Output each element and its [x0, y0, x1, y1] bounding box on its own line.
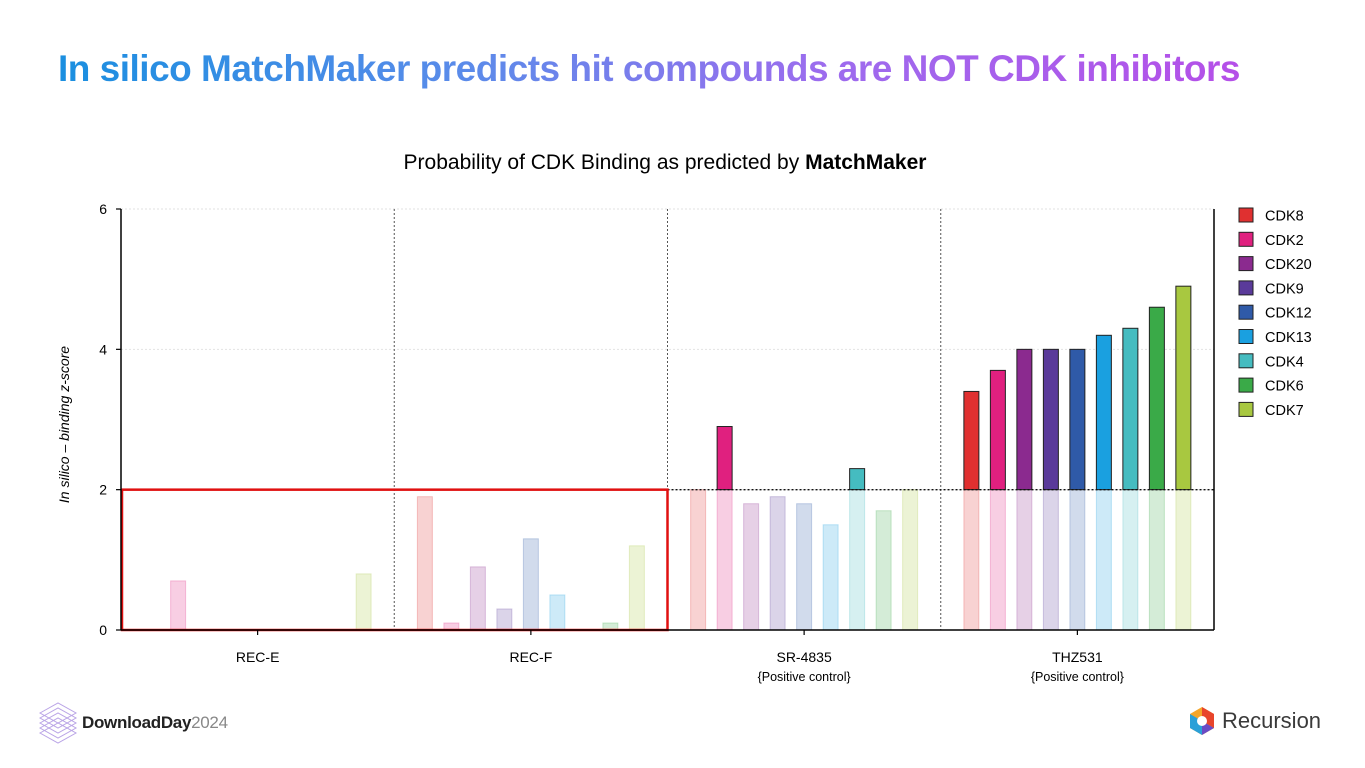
- bar-cdk7-below-threshold: [1175, 489, 1192, 631]
- bar-cdk8-below-threshold: [690, 489, 707, 631]
- bar-cdk13-below-threshold: [822, 524, 839, 631]
- x-tick-label: THZ531: [1052, 649, 1103, 665]
- chart-title-plain: Probability of CDK Binding as predicted …: [403, 151, 806, 174]
- legend-swatch-cdk8: [1238, 207, 1254, 223]
- y-tick-label: 0: [99, 622, 107, 638]
- legend-label-cdk9: CDK9: [1265, 281, 1304, 297]
- legend-label-cdk4: CDK4: [1265, 354, 1304, 370]
- bar-cdk2-below-threshold: [170, 580, 187, 631]
- bar-cdk4-below-threshold: [849, 489, 866, 631]
- x-tick-sublabel: {Positive control}: [1031, 670, 1124, 684]
- brand-year: 2024: [191, 713, 228, 732]
- legend-label-cdk12: CDK12: [1265, 306, 1312, 322]
- bar-cdk12-below-threshold: [1069, 489, 1086, 631]
- bar-cdk2-above-threshold: [989, 369, 1006, 491]
- chart-title-bold: MatchMaker: [805, 151, 927, 174]
- bar-cdk6-below-threshold: [875, 510, 892, 631]
- bar-cdk7-below-threshold: [902, 489, 919, 631]
- bar-cdk4-above-threshold: [849, 468, 866, 491]
- bar-cdk2-below-threshold: [716, 489, 733, 631]
- bar-cdk8-below-threshold: [416, 496, 433, 631]
- bar-cdk20-above-threshold: [1016, 348, 1033, 491]
- y-axis-label: In silico – binding z-score: [56, 346, 72, 503]
- legend-label-cdk7: CDK7: [1265, 403, 1304, 419]
- bar-cdk2-above-threshold: [716, 426, 733, 491]
- bar-cdk20-below-threshold: [743, 503, 760, 631]
- bar-chart: 0 2 4 6 In silico – binding z-score REC-E REC-…: [56, 201, 1312, 684]
- bar-cdk4-below-threshold: [1122, 489, 1139, 631]
- bar-cdk6-below-threshold: [1148, 489, 1165, 631]
- recursion-hexagon-icon: [1190, 707, 1214, 735]
- x-tick-label: REC-F: [509, 649, 552, 665]
- bar-cdk13-above-threshold: [1095, 334, 1112, 491]
- legend-label-cdk13: CDK13: [1265, 330, 1312, 346]
- legend-swatch-cdk4: [1238, 353, 1254, 369]
- bar-cdk2-below-threshold: [989, 489, 1006, 631]
- legend-label-cdk2: CDK2: [1265, 233, 1304, 249]
- bar-cdk7-below-threshold: [355, 573, 372, 631]
- x-tick-sublabel: {Positive control}: [758, 670, 851, 684]
- bar-cdk20-below-threshold: [1016, 489, 1033, 631]
- y-tick-label: 6: [99, 201, 107, 217]
- bar-cdk9-below-threshold: [769, 496, 786, 631]
- x-tick-label: SR-4835: [776, 649, 831, 665]
- brand-name: DownloadDay: [82, 713, 192, 732]
- bar-cdk12-above-threshold: [1069, 348, 1086, 491]
- slide-title: In silico MatchMaker predicts hit compou…: [58, 48, 1241, 89]
- legend-swatch-cdk13: [1238, 329, 1254, 344]
- bar-cdk12-below-threshold: [796, 503, 813, 631]
- legend-swatch-cdk7: [1238, 401, 1254, 417]
- bar-cdk12-below-threshold: [522, 538, 539, 631]
- y-tick-label: 2: [99, 482, 107, 498]
- bar-cdk4-above-threshold: [1122, 327, 1139, 491]
- bar-cdk9-below-threshold: [1042, 489, 1059, 631]
- legend-swatch-cdk9: [1238, 280, 1254, 296]
- bar-cdk13-below-threshold: [549, 594, 566, 631]
- layers-logo-icon: [38, 702, 78, 744]
- bar-cdk6-above-threshold: [1148, 306, 1165, 491]
- y-tick-label: 4: [99, 341, 107, 357]
- bar-cdk20-below-threshold: [469, 566, 486, 631]
- bar-cdk13-below-threshold: [1095, 489, 1112, 631]
- legend-swatch-cdk6: [1238, 377, 1254, 393]
- bar-cdk8-below-threshold: [963, 489, 980, 631]
- company-name: Recursion: [1222, 708, 1322, 733]
- legend-swatch-cdk20: [1238, 256, 1254, 272]
- legend-swatch-cdk2: [1238, 231, 1254, 247]
- legend-label-cdk6: CDK6: [1265, 379, 1304, 395]
- chart-title: Probability of CDK Binding as predicted …: [0, 151, 1330, 175]
- x-tick-label: REC-E: [236, 649, 280, 665]
- bar-cdk9-below-threshold: [496, 608, 513, 631]
- recursion-logo: Recursion: [1188, 706, 1321, 736]
- bar-cdk7-above-threshold: [1175, 285, 1192, 491]
- legend-label-cdk8: CDK8: [1265, 209, 1304, 225]
- legend-label-cdk20: CDK20: [1265, 257, 1312, 273]
- bar-cdk9-above-threshold: [1042, 348, 1059, 491]
- bar-cdk8-above-threshold: [963, 390, 980, 491]
- legend-swatch-cdk12: [1238, 304, 1254, 320]
- download-day-logo: DownloadDay2024: [38, 700, 228, 746]
- bar-cdk7-below-threshold: [628, 545, 645, 631]
